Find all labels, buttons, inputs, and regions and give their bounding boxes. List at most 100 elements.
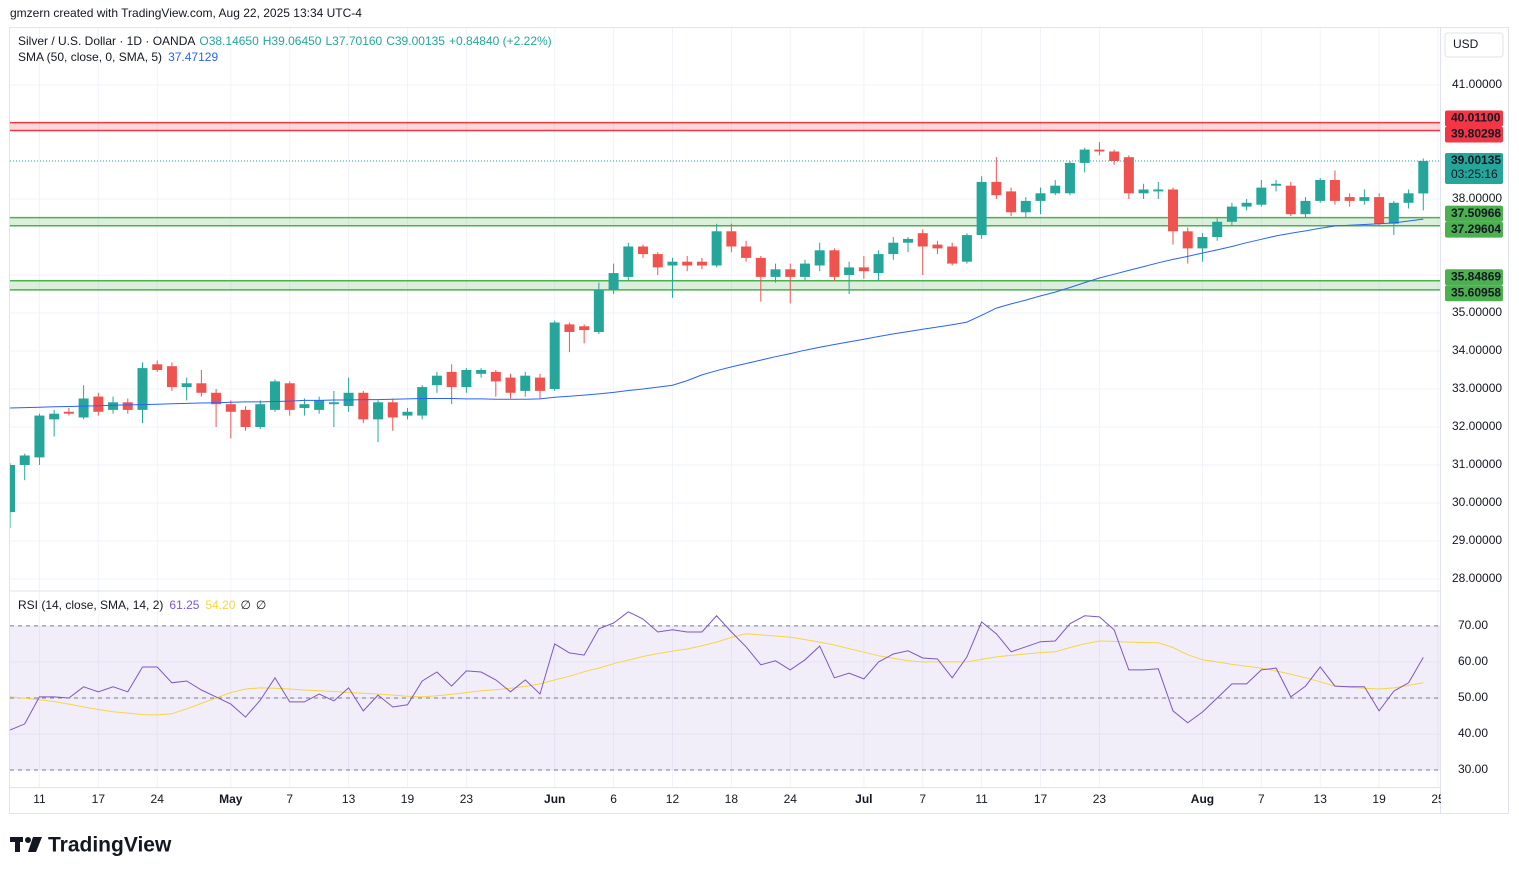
candle-body — [461, 369, 472, 388]
x-tick-label: May — [219, 792, 243, 806]
candle-body — [1020, 200, 1031, 213]
x-tick-label: 18 — [725, 792, 739, 806]
candle-body — [284, 383, 295, 410]
candle-body — [34, 415, 45, 458]
candle-body — [932, 244, 943, 249]
sma-legend: SMA (50, close, 0, SMA, 5) 37.47129 — [18, 50, 218, 64]
candle-body — [623, 246, 634, 277]
footer-brand: TradingView — [48, 834, 172, 857]
zone — [10, 280, 1440, 290]
x-tick-label: 23 — [460, 792, 474, 806]
candle-body — [10, 464, 15, 513]
x-tick-label: 7 — [1258, 792, 1265, 806]
zone-price-box — [1445, 110, 1503, 127]
x-tick-label: 17 — [1034, 792, 1048, 806]
candle-body — [328, 402, 339, 405]
candle-body — [1256, 187, 1267, 205]
candle-body — [78, 398, 89, 418]
candle-body — [593, 290, 604, 332]
candle-body — [667, 261, 678, 266]
rsi-value: 54.20 — [205, 598, 235, 612]
y-tick-label: 35.00000 — [1452, 305, 1502, 319]
y-tick-label: 31.00000 — [1452, 457, 1502, 471]
price-axis-labels: 41.0000038.0000036.0000035.0000034.00000… — [1445, 77, 1503, 776]
candle-body — [534, 377, 545, 391]
candle-body — [1197, 236, 1208, 249]
candle-body — [166, 366, 177, 388]
candle-body — [873, 254, 884, 274]
zone-price-box — [1445, 285, 1503, 302]
sma-line — [10, 218, 1424, 409]
candle-body — [770, 269, 781, 277]
ohlc-value: C39.00135 — [386, 34, 445, 48]
candle-body — [1388, 202, 1399, 224]
rsi-pane — [10, 611, 1440, 771]
candle-body — [1035, 193, 1046, 201]
currency-button[interactable] — [1444, 32, 1504, 58]
candle-body — [225, 404, 236, 412]
candle-body — [476, 369, 487, 374]
rsi-title: RSI (14, close, SMA, 14, 2) — [18, 598, 163, 612]
candle-body — [682, 261, 693, 266]
candle-body — [638, 246, 649, 255]
x-tick-label: 6 — [610, 792, 617, 806]
candle-body — [755, 257, 766, 277]
rsi-tick-label: 40.00 — [1458, 726, 1488, 740]
candle-body — [490, 371, 501, 382]
candle-body — [1285, 185, 1296, 215]
candle-body — [1079, 149, 1090, 163]
rsi-tick-label: 60.00 — [1458, 654, 1488, 668]
candle-body — [903, 238, 914, 243]
candle-body — [63, 411, 74, 414]
candle-body — [1064, 162, 1075, 194]
candle-body — [741, 246, 752, 258]
candle-body — [1315, 179, 1326, 201]
zone-price-box — [1445, 126, 1503, 143]
candle-body — [1226, 206, 1237, 222]
candle-body — [417, 387, 428, 416]
candle-body — [726, 231, 737, 247]
zone-price-box — [1445, 269, 1503, 286]
candle-body — [1109, 151, 1120, 161]
rsi-legend: RSI (14, close, SMA, 14, 2) 61.25 54.20 ∅ ∅ — [18, 598, 266, 612]
y-tick-label: 33.00000 — [1452, 381, 1502, 395]
candle-body — [814, 250, 825, 266]
candle-body — [696, 261, 707, 266]
candle-body — [1329, 179, 1340, 201]
candle-body — [181, 383, 192, 388]
candle-body — [431, 375, 442, 386]
x-tick-label: 7 — [919, 792, 926, 806]
candle-body — [255, 404, 266, 427]
grid — [10, 28, 1440, 787]
currency[interactable]: USD — [1453, 37, 1479, 51]
candle-body — [1271, 183, 1282, 186]
candle-body — [564, 324, 575, 332]
candle-body — [137, 368, 148, 410]
y-tick-label: 29.00000 — [1452, 533, 1502, 547]
x-tick-label: 11 — [33, 792, 46, 806]
candle-body — [1374, 197, 1385, 224]
candle-body — [1182, 231, 1193, 249]
zone — [10, 122, 1440, 131]
footer-logo — [10, 837, 42, 852]
candle-body — [505, 377, 516, 393]
x-tick-label: Jun — [544, 792, 565, 806]
candle-body — [108, 402, 119, 410]
candle-body — [652, 254, 663, 268]
candle-body — [549, 322, 560, 389]
candle-body — [888, 242, 899, 255]
candle-body — [343, 392, 354, 407]
candle-body — [49, 413, 60, 420]
candle-body — [1241, 202, 1252, 207]
y-tick-label: 41.00000 — [1452, 77, 1502, 91]
x-tick-label: 17 — [92, 792, 106, 806]
candle-body — [608, 273, 619, 291]
rsi-value: 61.25 — [169, 598, 199, 612]
candle-body — [1094, 149, 1105, 152]
zone — [10, 217, 1440, 226]
countdown: 03:25:16 — [1451, 167, 1498, 181]
zone-price-label: 35.84869 — [1451, 269, 1501, 283]
candle-body — [947, 246, 958, 264]
candle-body — [917, 233, 928, 247]
